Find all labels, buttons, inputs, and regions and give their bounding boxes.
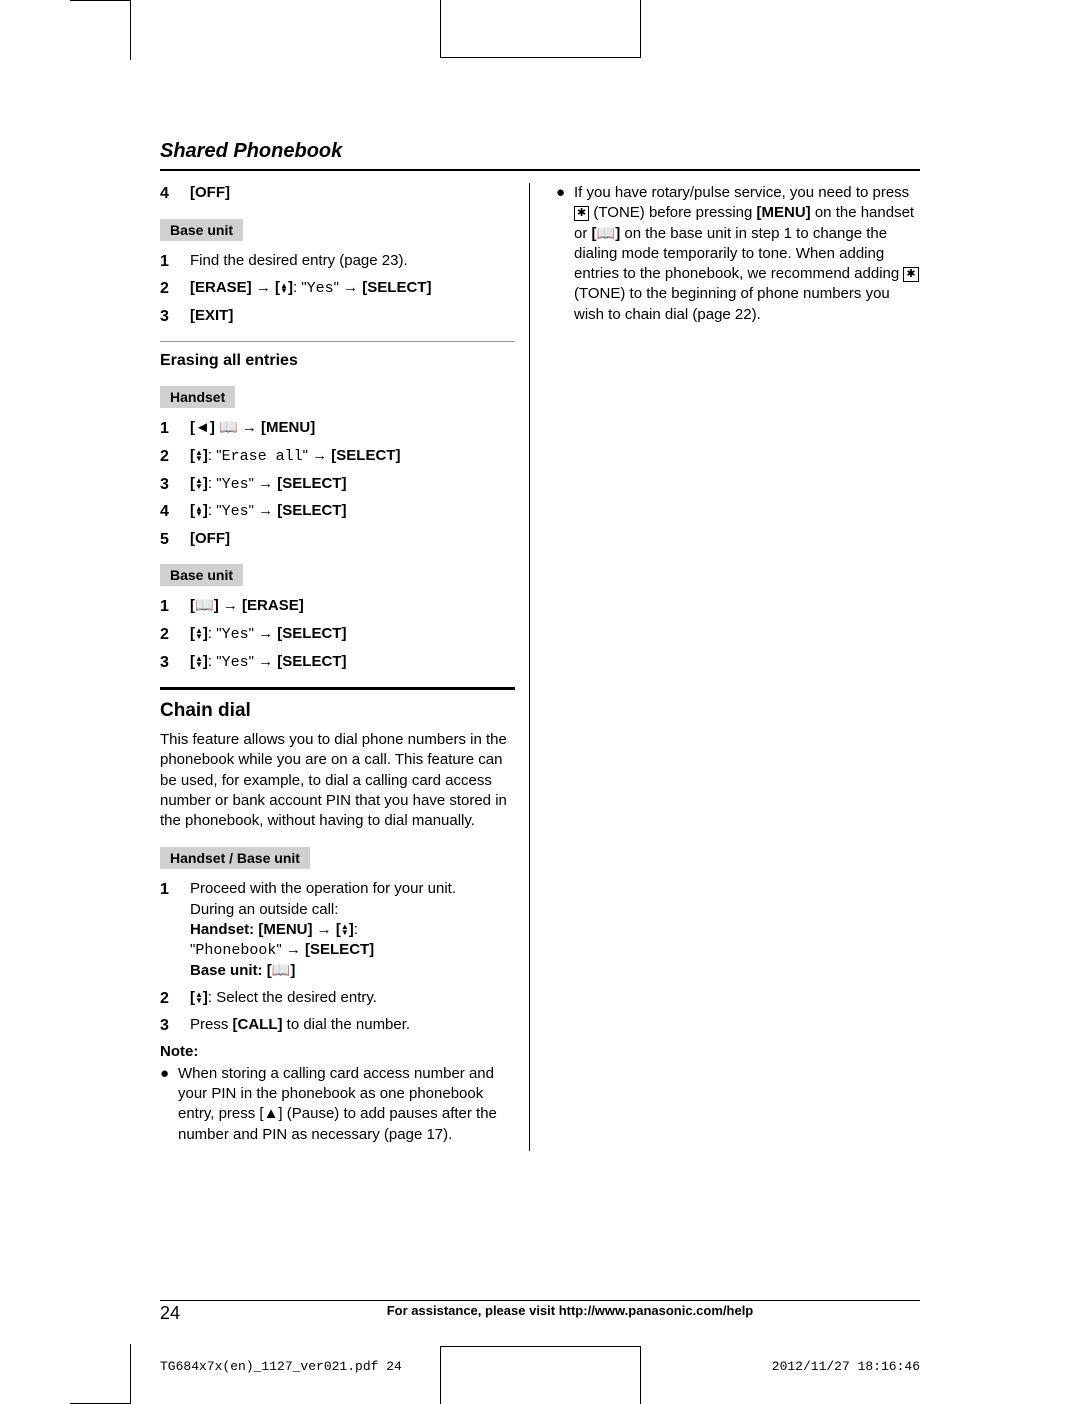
footer: 24 For assistance, please visit http://w… [160,1300,920,1324]
step: 1 [📖] → [ERASE] [160,596,515,618]
pdf-timestamp: 2012/11/27 18:16:46 [772,1359,920,1374]
step: 2 [ERASE] → [▲▼]: "Yes" → [SELECT] [160,278,515,300]
tone-key-icon: ✱ [903,267,918,282]
crop-mark [440,0,441,58]
step: 4 [OFF] [160,183,515,205]
page-content: Shared Phonebook 4 [OFF] Base unit 1 Fin… [160,140,920,1151]
pdf-footer: TG684x7x(en)_1127_ver021.pdf 24 2012/11/… [160,1359,920,1374]
chain-dial-para: This feature allows you to dial phone nu… [160,730,515,831]
title-underline [160,169,920,171]
footer-text: For assistance, please visit http://www.… [220,1303,920,1324]
base-unit-label: Base unit [160,564,243,586]
pdf-filename: TG684x7x(en)_1127_ver021.pdf 24 [160,1359,402,1374]
step: 2 [▲▼]: "Yes" → [SELECT] [160,624,515,646]
note-label: Note: [160,1043,515,1060]
crop-mark [440,1346,640,1347]
step: 1 [◄] 📖 → [MENU] [160,418,515,440]
note-bullet: ● When storing a calling card access num… [160,1064,515,1145]
handset-base-label: Handset / Base unit [160,847,310,869]
phonebook-icon: 📖 [219,419,238,436]
base-unit-label: Base unit [160,219,243,241]
subheading-erasing: Erasing all entries [160,352,515,370]
step: 3 [▲▼]: "Yes" → [SELECT] [160,474,515,496]
crop-mark [440,1346,441,1404]
handset-label: Handset [160,386,235,408]
crop-mark [70,0,130,1]
divider [160,687,515,690]
phonebook-icon: 📖 [272,962,291,979]
left-column: 4 [OFF] Base unit 1 Find the desired ent… [160,183,530,1151]
step: 3 [▲▼]: "Yes" → [SELECT] [160,652,515,674]
right-column: ● If you have rotary/pulse service, you … [550,183,920,1151]
crop-mark [130,0,131,60]
step: 3 Press [CALL] to dial the number. [160,1015,515,1037]
step: 1 Proceed with the operation for your un… [160,879,515,981]
phonebook-icon: 📖 [195,597,214,614]
section-title: Shared Phonebook [160,140,920,163]
crop-mark [130,1344,131,1404]
step: 3 [EXIT] [160,306,515,328]
crop-mark [640,0,641,58]
step: 2 [▲▼]: Select the desired entry. [160,988,515,1010]
tone-key-icon: ✱ [574,206,589,221]
step: 1 Find the desired entry (page 23). [160,251,515,273]
step: 4 [▲▼]: "Yes" → [SELECT] [160,501,515,523]
crop-mark [640,1346,641,1404]
step: 2 [▲▼]: "Erase all" → [SELECT] [160,446,515,468]
page-number: 24 [160,1303,220,1324]
phonebook-icon: 📖 [597,225,616,242]
step: 5 [OFF] [160,529,515,551]
divider [160,341,515,342]
chain-dial-heading: Chain dial [160,700,515,722]
right-bullet: ● If you have rotary/pulse service, you … [556,183,920,325]
crop-mark [440,57,640,58]
